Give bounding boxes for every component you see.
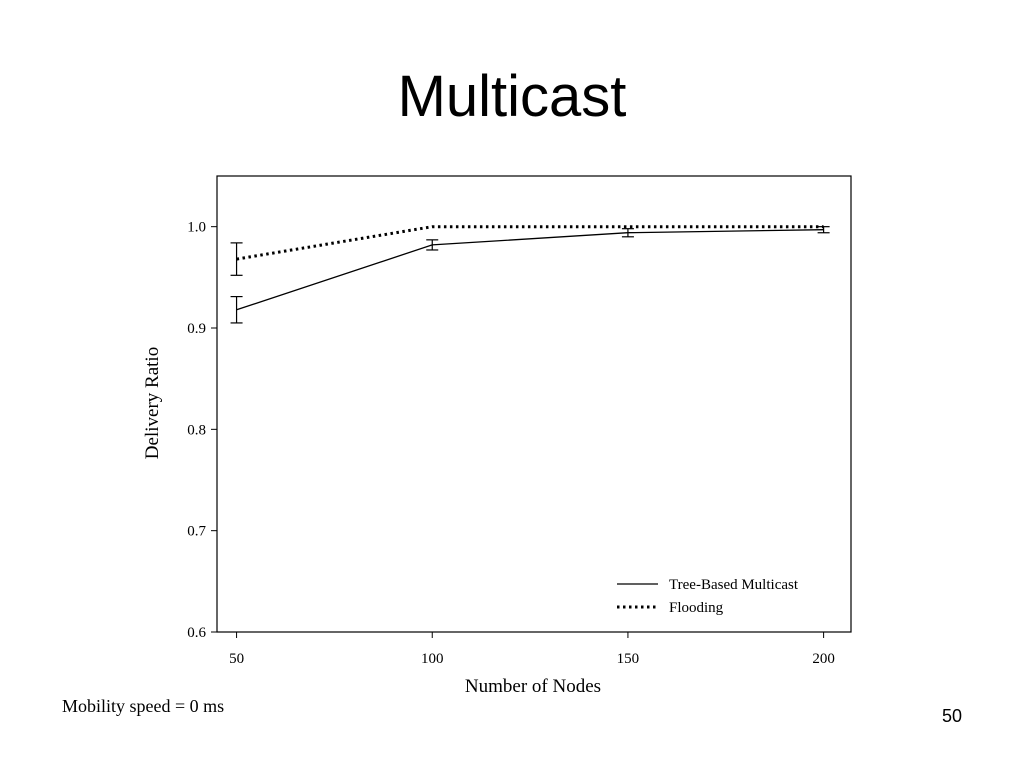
y-tick-label: 0.7 (187, 524, 206, 540)
series-line-1 (236, 225, 824, 261)
y-axis-label: Delivery Ratio (142, 347, 163, 459)
slide-title: Multicast (397, 64, 627, 129)
y-axis: 0.6 0.7 0.8 0.9 1.0 (187, 220, 217, 641)
legend-label-1: Flooding (669, 600, 724, 616)
plot-frame (216, 175, 852, 633)
y-tick-label: 0.6 (187, 625, 206, 641)
series-layer (230, 225, 830, 324)
y-tick-label: 0.8 (187, 422, 206, 438)
x-tick-label: 150 (617, 651, 640, 667)
legend: Tree-Based Multicast Flooding (617, 577, 799, 616)
y-tick-label: 0.9 (187, 321, 206, 337)
page-number: 50 (941, 706, 962, 726)
x-tick-label: 200 (812, 651, 835, 667)
x-tick-label: 50 (229, 651, 244, 667)
y-tick-label: 1.0 (187, 220, 206, 236)
series-line-0 (236, 229, 824, 311)
x-tick-label: 100 (421, 651, 444, 667)
legend-label-0: Tree-Based Multicast (669, 577, 799, 593)
x-axis-label: Number of Nodes (465, 676, 601, 697)
x-axis: 50 100 150 200 (229, 632, 835, 667)
mobility-note: Mobility speed = 0 ms (62, 696, 225, 716)
